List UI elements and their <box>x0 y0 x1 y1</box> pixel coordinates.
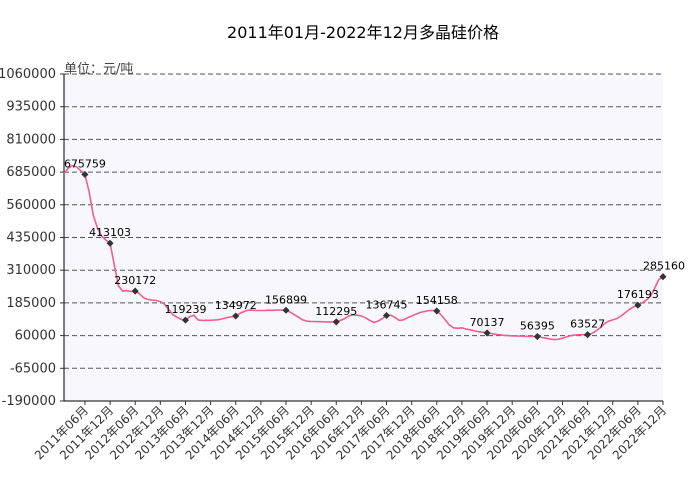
y-tick-label: -190000 <box>2 394 56 409</box>
data-point-marker <box>634 301 642 309</box>
data-label: 134972 <box>215 299 257 312</box>
data-point-marker <box>533 333 541 341</box>
data-point-marker <box>433 307 441 315</box>
data-label: 112295 <box>315 305 357 318</box>
y-tick-label: 310000 <box>6 263 56 278</box>
data-label: 56395 <box>520 320 555 333</box>
y-tick-label: 560000 <box>6 198 56 213</box>
data-label: 70137 <box>470 316 505 329</box>
y-tick-label: 810000 <box>6 132 56 147</box>
data-label: 154158 <box>416 294 458 307</box>
y-tick-label: 685000 <box>6 165 56 180</box>
data-point-marker <box>383 311 391 320</box>
data-point-marker <box>659 273 667 281</box>
data-label: 136745 <box>366 299 408 312</box>
data-point-marker <box>106 239 114 247</box>
data-label-layer: 675759 413103 230172 119239 134972 156899 1122… <box>64 158 685 333</box>
data-label: 119239 <box>164 303 206 316</box>
y-tick-label: 1060000 <box>0 67 56 82</box>
data-point-marker <box>483 329 491 337</box>
data-point-marker <box>131 287 139 295</box>
data-point-marker <box>332 318 340 326</box>
data-point-marker <box>181 316 190 324</box>
data-label: 230172 <box>114 274 156 287</box>
chart-title: 2011年01月-2022年12月多晶硅价格 <box>227 23 499 42</box>
data-label: 156899 <box>265 293 307 306</box>
unit-label: 单位：元/吨 <box>64 62 133 77</box>
data-label: 63527 <box>570 318 605 331</box>
data-label: 285160 <box>643 260 685 273</box>
y-tick-label: 435000 <box>6 231 56 246</box>
y-tick-label: 60000 <box>15 329 56 344</box>
y-tick-label: -65000 <box>10 361 56 376</box>
data-point-marker <box>282 306 290 314</box>
marker-layer <box>81 170 667 341</box>
data-label: 176193 <box>617 288 659 301</box>
data-point-marker <box>81 170 89 179</box>
y-tick-label: 935000 <box>6 100 56 115</box>
data-point-marker <box>584 331 592 339</box>
price-series-line <box>63 164 664 341</box>
x-axis-ticks: 2011年06月2011年12月2012年06月2012年12月2013年06月… <box>32 401 669 462</box>
data-label: 413103 <box>89 226 131 239</box>
y-axis-ticks: 1060000 935000 810000 685000 560000 435000 310… <box>0 67 64 409</box>
y-tick-label: 185000 <box>6 296 56 311</box>
series-layer <box>63 164 664 341</box>
data-label: 675759 <box>64 158 106 171</box>
data-point-marker <box>232 312 240 320</box>
